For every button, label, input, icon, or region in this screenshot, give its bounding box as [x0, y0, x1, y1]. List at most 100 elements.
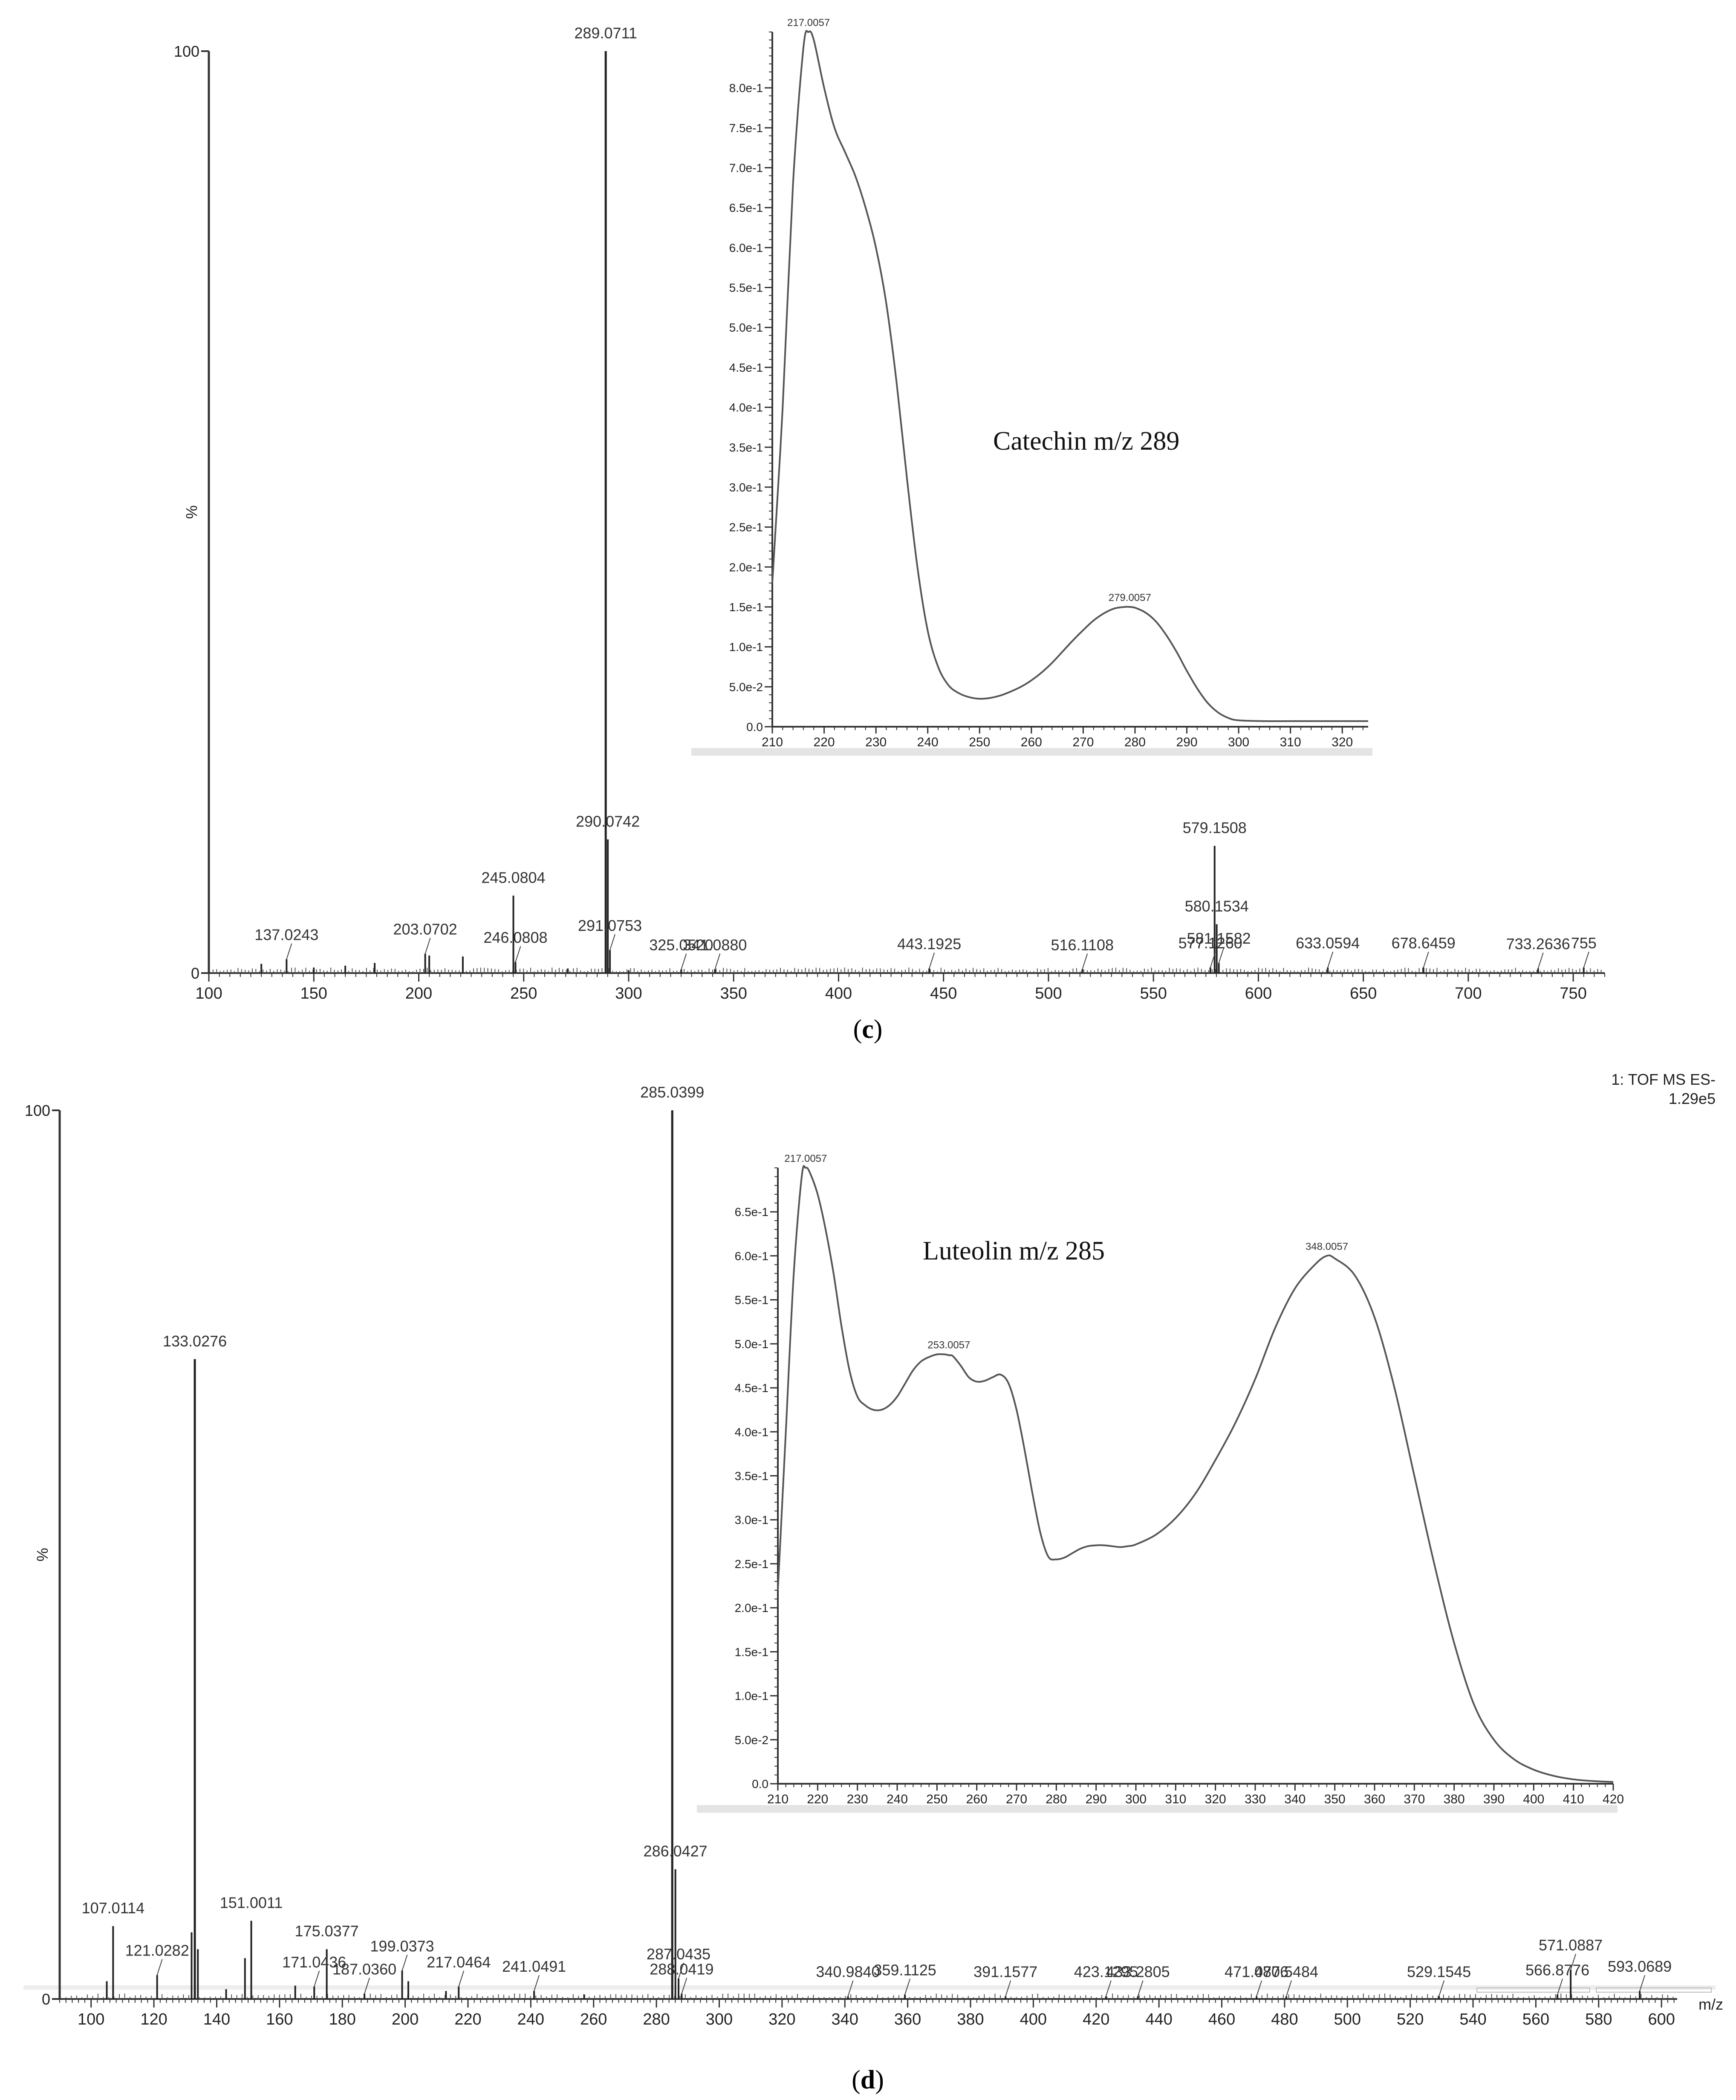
uv-x-tick-label: 350 [1324, 1792, 1346, 1806]
ms-x-tick-label: 120 [140, 2010, 167, 2028]
ms-peak-label: 579.1508 [1183, 819, 1247, 837]
uv-x-tick-label: 230 [865, 735, 887, 749]
uv-y-tick-label: 4.5e-1 [729, 361, 763, 374]
ms-peak-leader [929, 952, 935, 969]
ms-peak-label: 325.0520 [649, 936, 713, 953]
uv-x-tick-label: 250 [926, 1792, 947, 1806]
ms-baseline-noise [65, 1993, 1674, 1999]
ms-peak-label: 285.0399 [640, 1083, 704, 1101]
uv-x-tick-label: 280 [1124, 735, 1146, 749]
uv-y-tick-label: 3.0e-1 [735, 1514, 768, 1527]
ms-x-tick-label: 320 [768, 2010, 795, 2028]
ms-peak-label: 593.0689 [1608, 1958, 1672, 1975]
uv-background [691, 19, 1372, 757]
ms-peak-label: 290.0742 [576, 812, 640, 830]
ms-x-tick-label: 450 [930, 985, 957, 1002]
ms-peak-label: 529.1545 [1407, 1963, 1471, 1981]
ms-peak-label: 566.8776 [1525, 1961, 1589, 1979]
uv-y-tick-label: 5.0e-2 [735, 1733, 768, 1747]
uv-x-tick-label: 280 [1046, 1792, 1067, 1806]
ms-peak-leader [714, 953, 721, 970]
ms-x-tick-label: 480 [1271, 2010, 1298, 2028]
ms-peak-leader [425, 938, 431, 954]
ms-x-tick-label: 280 [643, 2010, 670, 2028]
ms-peak-leader [314, 1970, 320, 1987]
ms-peak-label: 391.1577 [973, 1963, 1037, 1981]
ms-x-tick-label: 360 [894, 2010, 921, 2028]
ms-peak-label: 199.0373 [370, 1937, 434, 1955]
uv-x-tick-label: 310 [1280, 735, 1301, 749]
uv-y-tick-label: 5.0e-1 [735, 1337, 768, 1351]
ms-peak-label: 516.1108 [1051, 936, 1114, 953]
ms-peak-leader [1137, 1980, 1144, 1997]
ms-peak-label: 733.2636 [1506, 935, 1570, 953]
ms-peak-leader [847, 1980, 854, 1997]
ms-x-tick-label: 400 [1020, 2010, 1047, 2028]
uv-x-tick-label: 420 [1603, 1792, 1624, 1806]
uv-peak-label: 348.0057 [1306, 1241, 1348, 1252]
ms-peak-leader [1105, 1980, 1112, 1997]
uv-y-tick-label: 2.0e-1 [735, 1601, 768, 1615]
ms-x-tick-label: 600 [1648, 2010, 1675, 2028]
ms-x-tick-label: 460 [1208, 2010, 1235, 2028]
ms-peak-leader [1639, 1975, 1646, 1991]
uv-y-tick-label: 1.0e-1 [735, 1690, 768, 1703]
ms-peak-label: 137.0243 [254, 926, 318, 944]
ms-header-line1: 1: TOF MS ES- [1611, 1071, 1716, 1088]
uv-y-tick-label: 7.5e-1 [729, 121, 763, 135]
uv-y-tick-label: 4.0e-1 [735, 1425, 768, 1439]
ms-peak-leader [1423, 951, 1429, 968]
ms-peak-label: 291.0753 [578, 917, 642, 934]
uv-y-tick-label: 5.5e-1 [729, 281, 763, 295]
ms-x-axis-label: m/z [1698, 1996, 1723, 2013]
ms-peak-label: 289.0711 [574, 24, 637, 42]
uv-x-tick-label: 320 [1332, 735, 1353, 749]
uv-x-tick-label: 270 [1072, 735, 1094, 749]
ms-peak-label: 217.0464 [427, 1953, 491, 1971]
ms-peak-leader [1082, 953, 1088, 970]
uv-x-tick-label: 330 [1245, 1792, 1266, 1806]
ms-peak-label: 755 [1571, 934, 1597, 952]
uv-x-tick-label: 400 [1523, 1792, 1544, 1806]
ms-peak-label: 246.0808 [483, 929, 547, 946]
ms-peak-leader [1256, 1980, 1262, 1997]
ms-peak-label: 580.1534 [1185, 897, 1249, 915]
uv-y-tick-label: 6.5e-1 [735, 1205, 768, 1219]
ms-y-axis-label: % [183, 505, 200, 519]
uv-y-tick-label: 2.5e-1 [735, 1557, 768, 1571]
ms-x-tick-label: 650 [1350, 985, 1377, 1002]
uv-y-tick-label: 2.5e-1 [729, 521, 763, 534]
ms-x-tick-label: 500 [1035, 985, 1062, 1002]
ms-x-tick-label: 750 [1560, 985, 1586, 1002]
uv-x-tick-label: 300 [1125, 1792, 1147, 1806]
ms-peak-label: 359.1125 [873, 1961, 936, 1979]
ms-peak-leader [1583, 951, 1589, 968]
ms-x-tick-label: 260 [580, 2010, 607, 2028]
uv-y-tick-label: 1.5e-1 [735, 1645, 768, 1658]
ms-peak-leader [1005, 1980, 1011, 1997]
uv-y-tick-label: 4.5e-1 [735, 1381, 768, 1395]
ms-peak-leader [364, 1978, 370, 1994]
ms-peak-label: 241.0491 [502, 1958, 566, 1975]
uv-y-tick-label: 1.5e-1 [729, 601, 763, 614]
ms-x-tick-label: 440 [1145, 2010, 1172, 2028]
uv-footer-strip [697, 1805, 1618, 1813]
uv-peak-label: 217.0057 [784, 1153, 827, 1164]
ms-peak-label: 577.1260 [1179, 934, 1242, 952]
ms-peak-leader [904, 1979, 911, 1995]
uv-x-tick-label: 410 [1563, 1792, 1584, 1806]
uv-x-tick-label: 240 [917, 735, 939, 749]
ms-peak-leader [1570, 1953, 1577, 1970]
ms-peak-label: 433.2805 [1106, 1963, 1170, 1981]
ms-x-tick-label: 250 [510, 985, 537, 1002]
panel-c-mass-spectrum: 0 100% 100 150 200 250 300 350 400 450 500 550 600 65… [174, 24, 1605, 1002]
ms-peak-label: 107.0114 [82, 1899, 144, 1917]
uv-x-tick-label: 360 [1364, 1792, 1385, 1806]
ms-x-tick-label: 560 [1522, 2010, 1549, 2028]
uv-x-tick-label: 210 [767, 1792, 789, 1806]
uv-x-tick-label: 390 [1483, 1792, 1505, 1806]
ms-x-tick-label: 700 [1455, 985, 1482, 1002]
ms-peak-label: 471.0776 [1225, 1963, 1288, 1981]
uv-x-tick-label: 270 [1006, 1792, 1027, 1806]
